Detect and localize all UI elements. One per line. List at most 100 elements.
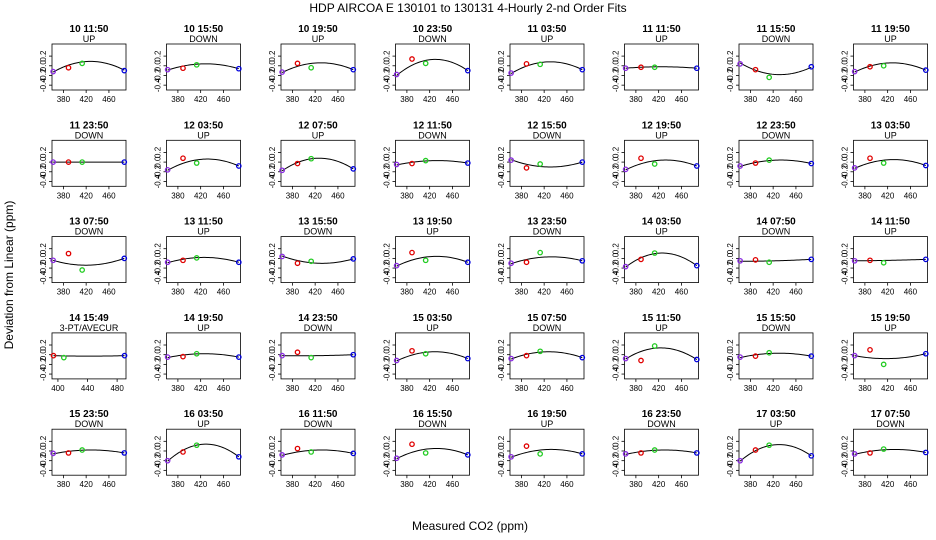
fit-curve <box>53 257 125 266</box>
data-point <box>50 68 56 75</box>
y-tick-label: -0.2 <box>841 261 850 275</box>
y-tick-label: 0.0 <box>268 252 277 264</box>
x-tick-label: 460 <box>789 384 803 393</box>
data-point <box>508 70 514 76</box>
data-point <box>409 347 415 354</box>
y-tick-label: -0.4 <box>841 367 850 381</box>
y-tick-label: 0.2 <box>154 339 163 351</box>
y-tick-label: -0.4 <box>841 270 850 284</box>
fit-curve <box>396 351 468 362</box>
y-tick-label: -0.2 <box>39 68 48 82</box>
data-point <box>752 353 759 359</box>
x-tick-label: 420 <box>881 384 895 393</box>
data-point <box>737 257 743 264</box>
data-point <box>235 354 242 360</box>
panel-title: 10 11:50 <box>70 24 109 35</box>
data-point <box>65 450 72 456</box>
data-point <box>651 161 658 167</box>
panel-title: 12 07:50 <box>298 120 338 131</box>
panel-title: 14 03:50 <box>642 217 682 228</box>
x-tick-label: 420 <box>79 288 93 297</box>
x-tick-label: 460 <box>331 384 345 393</box>
data-point <box>622 355 629 362</box>
fit-curve <box>854 258 926 262</box>
panel-direction-label: UP <box>541 34 554 44</box>
panel-title: 11 19:50 <box>871 24 910 35</box>
x-tick-label: 460 <box>560 288 574 297</box>
data-point <box>638 256 644 263</box>
x-tick-label: 460 <box>446 95 460 104</box>
data-point <box>164 166 171 173</box>
panel-title: 16 03:50 <box>184 409 224 420</box>
x-tick-label: 380 <box>629 288 643 297</box>
data-point <box>193 160 200 166</box>
y-tick-label: 0.2 <box>612 339 621 351</box>
data-point <box>523 443 530 449</box>
x-tick-label: 380 <box>171 384 185 393</box>
panel-direction-label: DOWN <box>418 34 447 44</box>
data-point <box>537 348 544 355</box>
x-tick-label: 460 <box>675 288 689 297</box>
panel-frame <box>624 332 699 380</box>
y-tick-label: 0.0 <box>612 252 621 264</box>
x-tick-label: 460 <box>102 480 116 489</box>
x-tick-label: 460 <box>102 191 116 200</box>
x-tick-label: 380 <box>400 480 414 489</box>
x-tick-label: 380 <box>171 95 185 104</box>
panel-title: 16 11:50 <box>299 409 338 420</box>
data-point <box>279 253 285 260</box>
data-point <box>193 255 200 261</box>
panel-direction-label: DOWN <box>762 323 791 333</box>
data-point <box>752 256 759 263</box>
x-tick-label: 420 <box>652 288 666 297</box>
y-tick-label: 0.2 <box>612 146 621 158</box>
y-tick-label: 0.0 <box>726 156 735 168</box>
y-tick-label: 0.0 <box>154 156 163 168</box>
x-tick-label: 460 <box>217 288 231 297</box>
y-tick-label: -0.4 <box>726 78 735 92</box>
data-point <box>922 256 929 263</box>
panel-direction-label: UP <box>426 323 439 333</box>
y-tick-label: 0.0 <box>497 445 506 457</box>
fit-curve <box>396 447 468 460</box>
y-tick-label: 0.2 <box>39 146 48 158</box>
x-tick-label: 460 <box>675 480 689 489</box>
panel-title: 11 23:50 <box>70 120 109 131</box>
y-tick-label: -0.2 <box>383 68 392 82</box>
panel-title: 15 15:50 <box>756 313 796 324</box>
data-point <box>464 160 471 166</box>
fit-curve <box>281 157 354 172</box>
data-point <box>294 445 301 452</box>
data-point <box>880 446 887 452</box>
y-tick-label: -0.4 <box>612 367 621 381</box>
data-point <box>622 263 629 270</box>
x-tick-label: 420 <box>79 191 93 200</box>
y-tick-label: -0.2 <box>497 68 506 82</box>
x-tick-label: 420 <box>652 480 666 489</box>
x-tick-label: 460 <box>675 191 689 200</box>
y-tick-label: -0.2 <box>268 164 277 178</box>
data-point <box>164 66 171 73</box>
panel-frame <box>280 428 356 476</box>
panel-direction-label: UP <box>312 34 325 44</box>
x-tick-label: 460 <box>331 480 345 489</box>
data-point <box>422 450 429 456</box>
panel-frame <box>166 236 241 284</box>
fit-curve <box>739 159 812 167</box>
x-tick-label: 420 <box>537 384 551 393</box>
data-point <box>523 165 530 171</box>
x-tick-label: 420 <box>423 480 437 489</box>
y-tick-label: 0.2 <box>268 243 277 255</box>
x-tick-label: 420 <box>881 480 895 489</box>
y-tick-label: -0.2 <box>841 357 850 371</box>
x-tick-label: 420 <box>194 191 208 200</box>
y-tick-label: 0.2 <box>612 435 621 447</box>
y-tick-label: 0.2 <box>383 435 392 447</box>
